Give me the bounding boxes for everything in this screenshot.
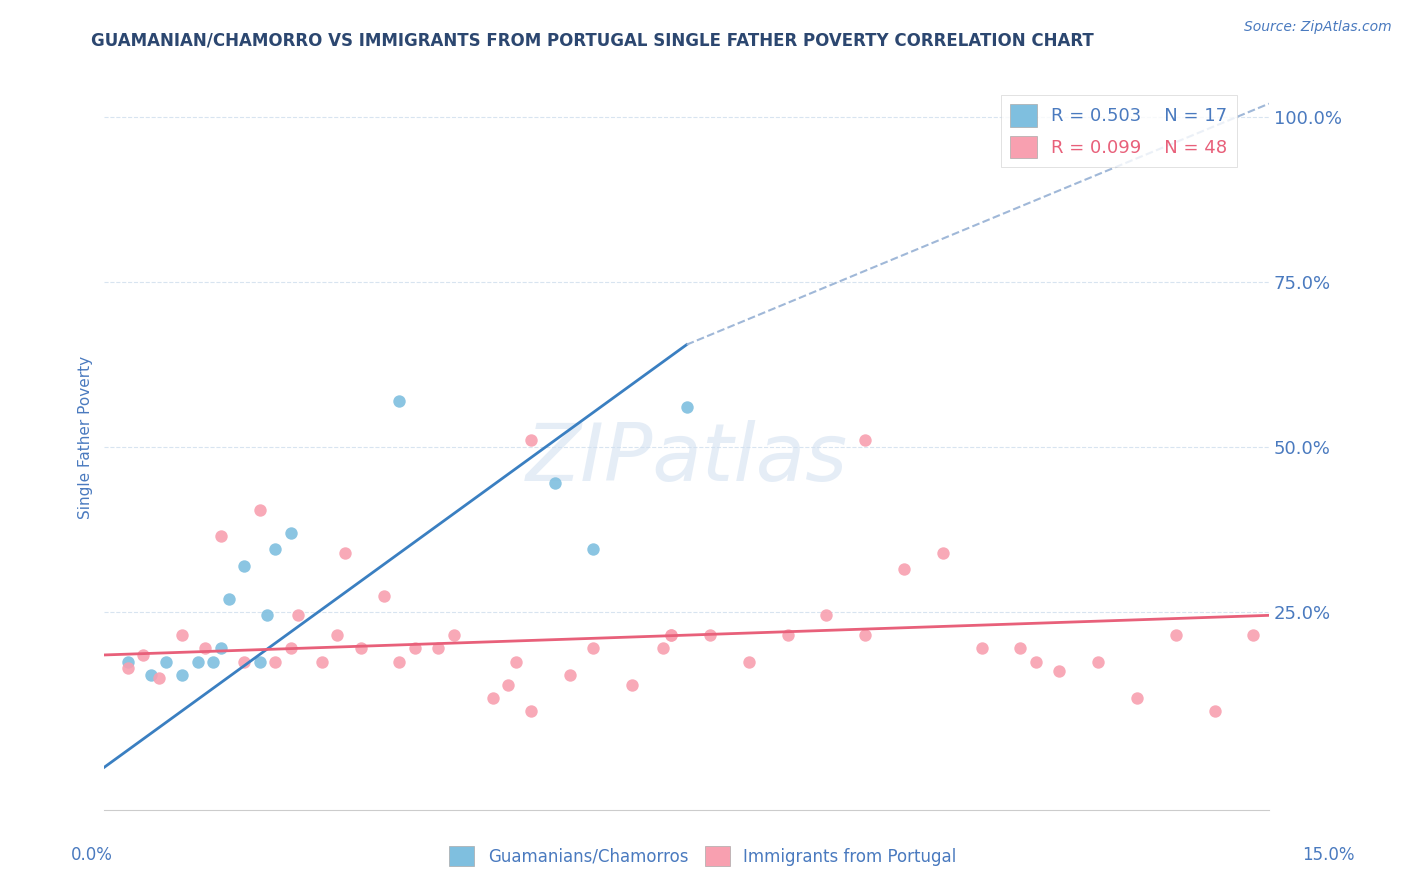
Point: [404, 641, 426, 656]
Point: [249, 655, 271, 669]
Point: [280, 641, 302, 656]
Point: [496, 678, 519, 692]
Point: [652, 641, 675, 656]
Point: [520, 704, 543, 718]
Point: [1047, 665, 1070, 679]
Point: [1164, 628, 1187, 642]
Point: [659, 628, 682, 642]
Point: [970, 641, 993, 656]
Point: [170, 628, 193, 642]
Legend: Guamanians/Chamorros, Immigrants from Portugal: Guamanians/Chamorros, Immigrants from Po…: [443, 839, 963, 873]
Point: [659, 628, 682, 642]
Point: [520, 434, 543, 448]
Point: [505, 655, 527, 669]
Point: [932, 546, 955, 560]
Point: [233, 655, 256, 669]
Legend: R = 0.503    N = 17, R = 0.099    N = 48: R = 0.503 N = 17, R = 0.099 N = 48: [1001, 95, 1237, 167]
Point: [187, 655, 209, 669]
Point: [699, 628, 721, 642]
Point: [287, 608, 309, 623]
Point: [170, 667, 193, 681]
Point: [1025, 655, 1047, 669]
Point: [218, 591, 240, 606]
Point: [560, 667, 582, 681]
Point: [148, 671, 170, 685]
Point: [893, 562, 915, 576]
Point: [582, 641, 605, 656]
Point: [853, 434, 876, 448]
Point: [1087, 655, 1109, 669]
Point: [117, 655, 139, 669]
Point: [249, 502, 271, 516]
Text: GUAMANIAN/CHAMORRO VS IMMIGRANTS FROM PORTUGAL SINGLE FATHER POVERTY CORRELATION: GUAMANIAN/CHAMORRO VS IMMIGRANTS FROM PO…: [91, 31, 1094, 49]
Point: [1126, 690, 1149, 705]
Point: [1204, 704, 1226, 718]
Point: [443, 628, 465, 642]
Point: [209, 641, 232, 656]
Point: [264, 655, 287, 669]
Point: [326, 628, 349, 642]
Point: [853, 628, 876, 642]
Point: [155, 655, 177, 669]
Point: [117, 661, 139, 675]
Point: [194, 641, 217, 656]
Point: [776, 628, 799, 642]
Point: [349, 641, 371, 656]
Point: [264, 542, 287, 557]
Point: [280, 525, 302, 540]
Text: 0.0%: 0.0%: [70, 846, 112, 863]
Point: [233, 558, 256, 573]
Point: [815, 608, 838, 623]
Point: [139, 667, 162, 681]
Point: [388, 655, 411, 669]
Point: [311, 655, 333, 669]
Point: [202, 655, 225, 669]
Point: [373, 589, 395, 603]
Point: [675, 401, 697, 415]
Point: [582, 542, 605, 557]
Text: ZIPatlas: ZIPatlas: [526, 420, 848, 499]
Point: [388, 393, 411, 408]
Point: [1241, 628, 1264, 642]
Point: [544, 476, 567, 491]
Text: Source: ZipAtlas.com: Source: ZipAtlas.com: [1244, 20, 1392, 34]
Point: [1010, 641, 1032, 656]
Point: [481, 690, 503, 705]
Point: [738, 655, 761, 669]
Text: 15.0%: 15.0%: [1302, 846, 1355, 863]
Point: [333, 546, 356, 560]
Point: [427, 641, 450, 656]
Point: [256, 608, 278, 623]
Point: [209, 529, 232, 543]
Y-axis label: Single Father Poverty: Single Father Poverty: [79, 356, 93, 518]
Point: [621, 678, 644, 692]
Point: [132, 648, 155, 662]
